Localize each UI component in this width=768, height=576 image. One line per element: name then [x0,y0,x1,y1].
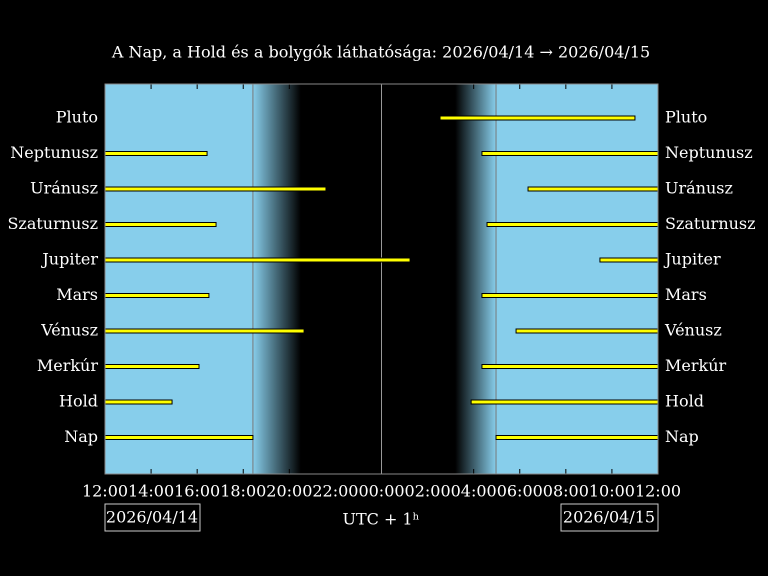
plot-frame [104,83,659,475]
category-label: Neptunusz [10,143,98,162]
visibility-bar [439,115,636,121]
x-tick-label: 12:00 [635,482,681,501]
visibility-bar [104,399,173,405]
x-tick-label: 16:00 [174,482,220,501]
category-label: Nap [64,427,98,446]
visibility-bar [495,435,659,440]
end-date: 2026/04/15 [563,508,655,527]
day-sky [105,84,253,474]
visibility-bar [104,222,217,227]
visibility-bar [599,257,659,263]
visibility-bar [104,364,200,369]
category-label: Mars [56,285,98,304]
category-label: Neptunusz [665,143,753,162]
visibility-bar [104,435,254,440]
category-label: Hold [59,392,98,411]
visibility-bar [470,399,659,405]
date-box [560,503,659,532]
dusk [252,84,301,474]
category-label: Szaturnusz [665,214,756,233]
visibility-bar [104,293,210,298]
visibility-bar [481,293,659,298]
plot-area [104,83,659,475]
date-box [104,503,201,532]
category-label: Jupiter [663,250,721,269]
dawn [455,84,497,474]
category-label: Merkúr [665,356,727,375]
category-label: Nap [665,427,699,446]
visibility-bar [104,328,305,334]
x-tick-label: 10:00 [589,482,635,501]
visibility-bar [104,186,327,192]
x-tick-label: 14:00 [128,482,174,501]
category-label: Uránusz [30,179,98,198]
x-tick-label: 06:00 [497,482,543,501]
category-label: Pluto [56,108,98,127]
visibility-bar [481,151,659,156]
x-tick-label: 22:00 [312,482,358,501]
visibility-bar [527,186,659,192]
x-tick-label: 08:00 [543,482,589,501]
visibility-bar [515,328,659,334]
night [300,84,456,474]
x-axis-label: UTC + 1ʰ [342,510,419,529]
visibility-bar [104,151,208,156]
x-tick-label: 20:00 [266,482,312,501]
chart-title: A Nap, a Hold és a bolygók láthatósága: … [111,43,650,62]
category-label: Szaturnusz [7,214,98,233]
visibility-bar [486,222,659,227]
start-date: 2026/04/14 [106,508,198,527]
x-tick-label: 18:00 [220,482,266,501]
category-label: Vénusz [40,321,98,340]
category-label: Jupiter [40,250,98,269]
category-label: Mars [665,285,707,304]
category-label: Uránusz [665,179,733,198]
x-tick-label: 02:00 [405,482,451,501]
category-label: Hold [665,392,704,411]
category-label: Pluto [665,108,707,127]
category-label: Vénusz [664,321,722,340]
visibility-bar [481,364,659,369]
x-tick-label: 00:00 [358,482,404,501]
x-tick-label: 12:00 [82,482,128,501]
x-tick-label: 04:00 [451,482,497,501]
category-label: Merkúr [37,356,99,375]
day-sky [496,84,658,474]
visibility-bar [104,257,411,263]
